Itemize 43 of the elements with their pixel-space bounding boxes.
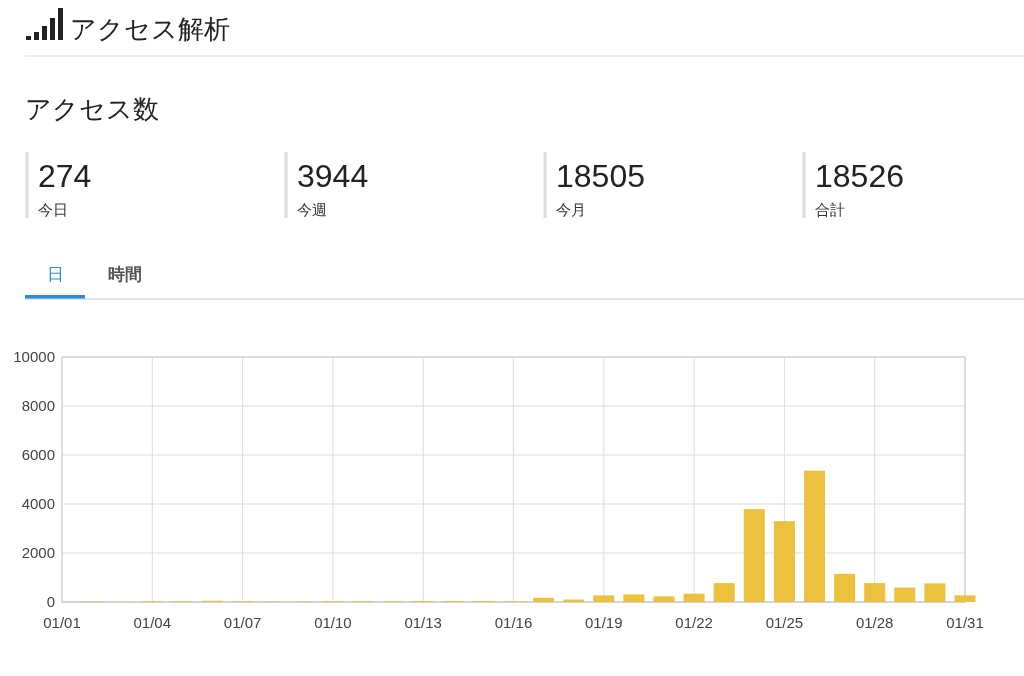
bar	[834, 573, 856, 602]
bar	[623, 594, 645, 602]
text: 今月	[556, 201, 586, 218]
text: 3944	[297, 158, 369, 194]
y-tick-label: 0	[46, 593, 55, 610]
text: 18505	[556, 158, 645, 194]
bar	[894, 587, 916, 602]
text: 18526	[815, 158, 904, 194]
bar	[743, 509, 765, 602]
x-tick-label: 01/13	[404, 614, 442, 631]
x-tick-label: 01/16	[494, 614, 533, 631]
x-tick-label: 01/01	[43, 614, 81, 631]
text: 今週	[297, 201, 327, 218]
text: 日	[46, 265, 64, 284]
x-tick-label: 01/07	[223, 614, 262, 631]
x-tick-label: 01/28	[855, 614, 894, 631]
y-tick-label: 6000	[21, 446, 55, 463]
x-tick-label: 01/10	[314, 614, 352, 631]
bar	[954, 595, 976, 602]
bar	[593, 595, 615, 602]
bar	[533, 597, 555, 602]
text: 今日	[38, 201, 68, 218]
y-tick-label: 8000	[21, 397, 55, 414]
bar	[924, 583, 946, 602]
y-tick-label: 4000	[21, 495, 55, 512]
y-tick-label: 10000	[13, 348, 55, 365]
text: 合計	[815, 201, 845, 218]
bar	[683, 593, 705, 602]
x-tick-label: 01/25	[765, 614, 804, 631]
x-tick-label: 01/22	[675, 614, 713, 631]
text: 時間	[108, 265, 142, 284]
chart-title: アクセス解析	[70, 14, 230, 44]
bar	[804, 470, 825, 602]
x-tick-label: 01/04	[133, 614, 172, 631]
x-tick-label: 01/19	[585, 614, 623, 631]
chart-subtitle: アクセス数	[25, 94, 159, 124]
text: 274	[38, 158, 92, 194]
bar	[713, 583, 735, 602]
bar	[653, 596, 675, 602]
bar	[773, 521, 795, 602]
bar	[864, 583, 886, 602]
x-tick-label: 01/31	[946, 614, 984, 631]
y-tick-label: 2000	[21, 544, 55, 561]
